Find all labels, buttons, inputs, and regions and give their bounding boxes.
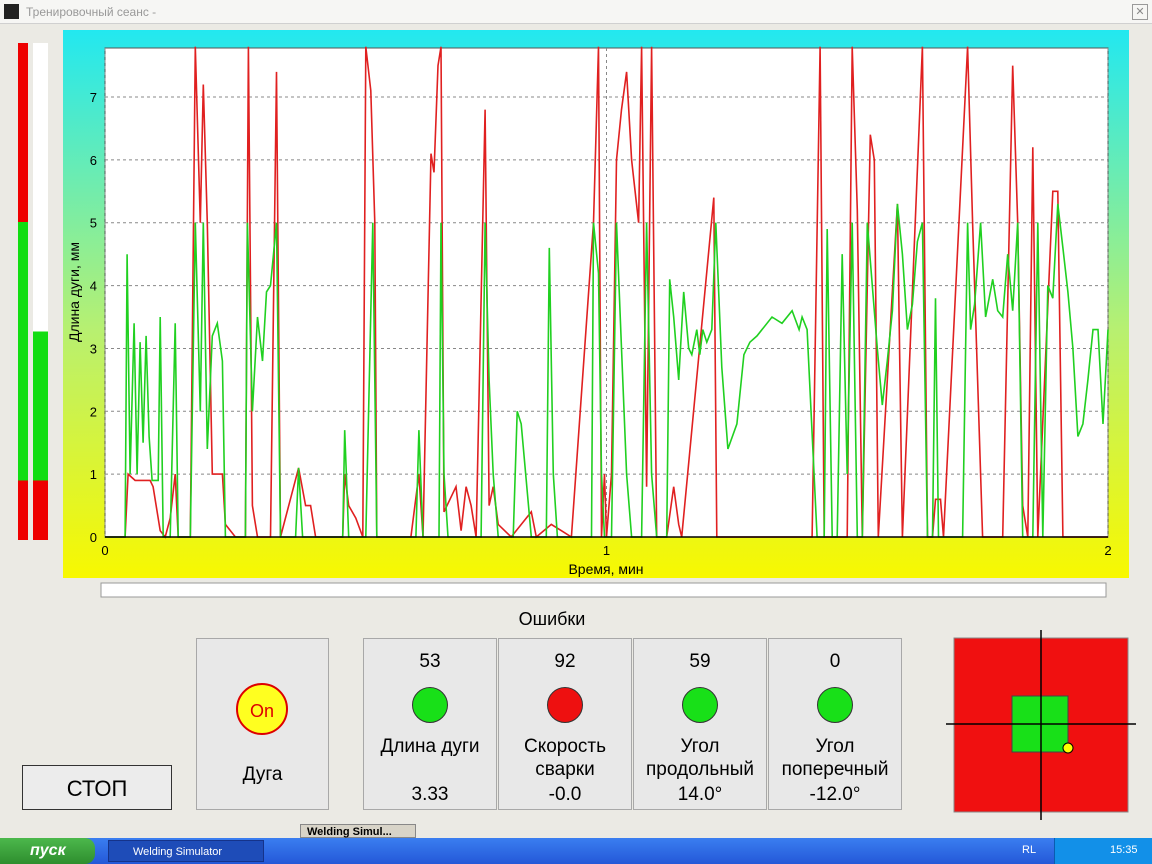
label-line: продольный bbox=[646, 759, 754, 780]
window-title: Тренировочный сеанс - bbox=[26, 5, 157, 19]
indicator-label: Угол поперечный bbox=[769, 735, 901, 781]
tray bbox=[1054, 838, 1152, 864]
error-count: 0 bbox=[829, 651, 841, 672]
indicator-panel: 0 Угол поперечный -12.0° bbox=[768, 638, 902, 810]
x-tick-label: 2 bbox=[1104, 543, 1111, 558]
y-tick-label: 5 bbox=[90, 216, 97, 231]
start-button[interactable]: пуск bbox=[0, 838, 95, 864]
y-tick-label: 1 bbox=[90, 467, 97, 482]
language: RL bbox=[1022, 844, 1037, 856]
errors-title: Ошибки bbox=[518, 609, 586, 629]
status-light bbox=[682, 687, 718, 723]
label-line: поперечный bbox=[781, 759, 889, 780]
y-tick-label: 7 bbox=[90, 90, 97, 105]
indicator-value: 14.0° bbox=[677, 784, 723, 805]
level-bar-right bbox=[33, 43, 48, 540]
arc-panel: On Дуга bbox=[196, 638, 329, 810]
data-line bbox=[105, 203, 1109, 538]
y-tick-label: 4 bbox=[90, 279, 97, 294]
scrollbar[interactable] bbox=[100, 582, 1107, 598]
y-axis-label: Длина дуги, мм bbox=[66, 242, 82, 342]
taskbar: пуск Welding Simulator RL 15:35 bbox=[0, 838, 1152, 864]
y-tick-label: 6 bbox=[90, 153, 97, 168]
x-axis-label: Время, мин bbox=[568, 561, 643, 577]
level-bar-left bbox=[18, 43, 28, 540]
arc-badge: On bbox=[236, 683, 288, 735]
close-button[interactable]: ✕ bbox=[1132, 4, 1148, 20]
indicator-panel: 92 Скорость сварки -0.0 bbox=[498, 638, 632, 810]
label-line: Угол bbox=[680, 736, 720, 757]
label-line: Скорость bbox=[523, 736, 607, 757]
tab-text: Welding Simul... bbox=[307, 826, 392, 838]
status-light bbox=[547, 687, 583, 723]
app-icon bbox=[4, 4, 19, 19]
error-count: 53 bbox=[419, 651, 441, 672]
x-tick-label: 1 bbox=[603, 543, 610, 558]
clock: 15:35 bbox=[1110, 844, 1138, 856]
arc-label: Дуга bbox=[242, 764, 283, 785]
target-view bbox=[946, 630, 1136, 820]
window-tab[interactable]: Welding Simul... bbox=[300, 824, 416, 838]
indicator-value: 3.33 bbox=[411, 784, 449, 805]
stop-button[interactable]: СТОП bbox=[22, 765, 172, 810]
task-button[interactable]: Welding Simulator bbox=[108, 840, 264, 862]
error-count: 59 bbox=[689, 651, 711, 672]
indicator-value: -12.0° bbox=[809, 784, 861, 805]
label-line: Угол bbox=[815, 736, 855, 757]
indicator-panel: 53 Длина дуги 3.33 bbox=[363, 638, 497, 810]
indicator-value: -0.0 bbox=[548, 784, 582, 805]
chart: Длина дуги, мм Время, мин 0 1 2 3 4 5 6 7 0 1 2 bbox=[63, 30, 1129, 598]
label-line: сварки bbox=[535, 759, 595, 780]
label-line: Длина дуги bbox=[380, 736, 480, 757]
y-tick-label: 3 bbox=[90, 341, 97, 356]
y-tick-label: 2 bbox=[90, 404, 97, 419]
indicator-panel: 59 Угол продольный 14.0° bbox=[633, 638, 767, 810]
status-light bbox=[412, 687, 448, 723]
indicator-label: Угол продольный bbox=[634, 735, 766, 781]
status-light bbox=[817, 687, 853, 723]
y-tick-label: 0 bbox=[90, 530, 97, 545]
error-count: 92 bbox=[554, 651, 576, 672]
indicator-label: Длина дуги bbox=[364, 735, 496, 758]
x-tick-label: 0 bbox=[101, 543, 108, 558]
title-bar: Тренировочный сеанс - ✕ bbox=[0, 0, 1152, 24]
indicator-label: Скорость сварки bbox=[499, 735, 631, 781]
